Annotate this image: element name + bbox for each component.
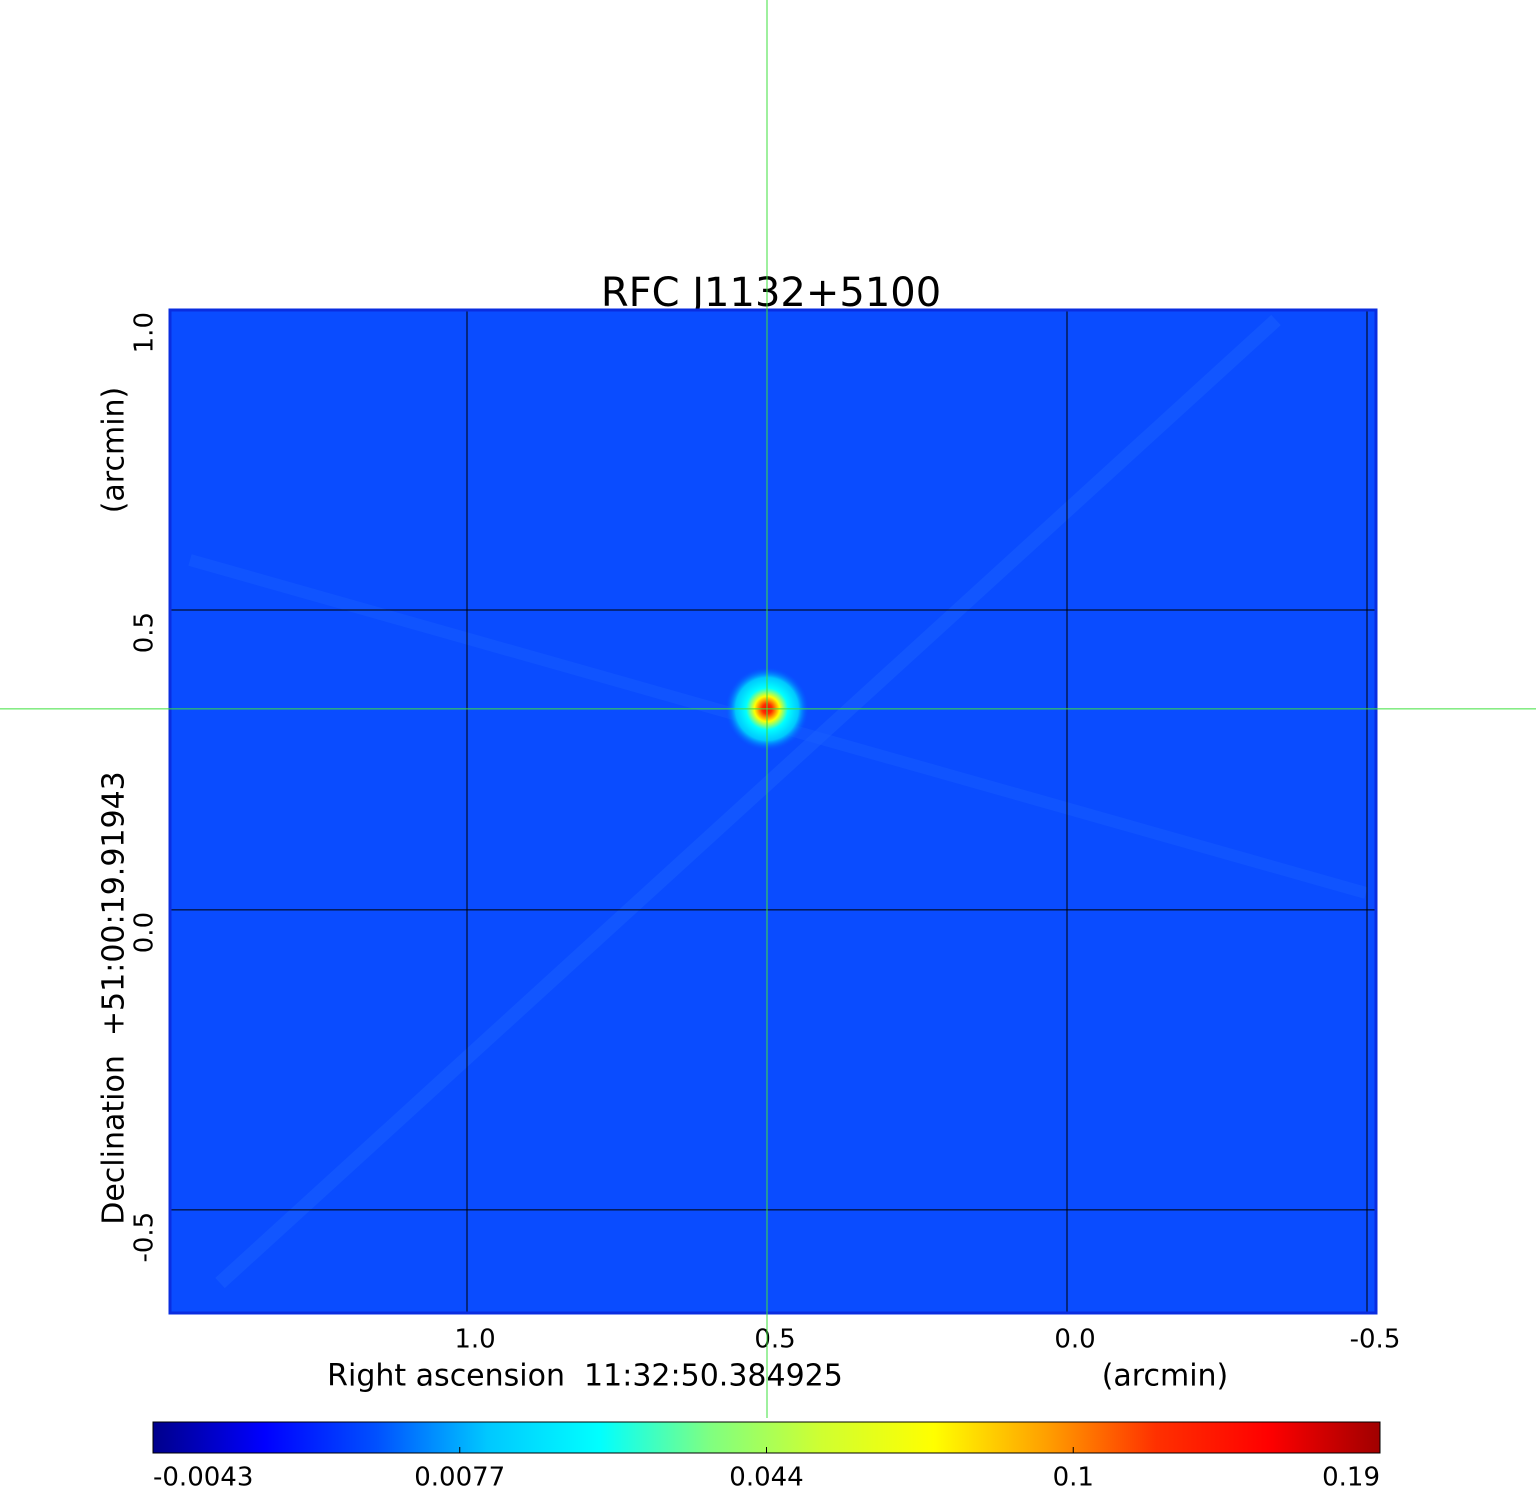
x-tick-label: -0.5	[1350, 1325, 1401, 1355]
y-tick-label: 0.0	[130, 912, 160, 953]
plot-frame	[168, 308, 1378, 1315]
x-tick-label: 1.0	[454, 1325, 495, 1355]
colorbar-tick-label: 0.19	[1322, 1463, 1380, 1493]
x-tick-label: 0.0	[1054, 1325, 1095, 1355]
y-tick-label: -0.5	[130, 1212, 160, 1263]
y-axis-label: Declination +51:00:19.91943	[97, 771, 132, 1225]
x-axis-unit: (arcmin)	[1102, 1359, 1229, 1394]
streak	[215, 314, 1281, 1289]
colorbar-tick-label: 0.1	[1053, 1463, 1094, 1493]
x-tick-label: 0.5	[754, 1325, 795, 1355]
colorbar-tick-label: 0.044	[729, 1463, 803, 1493]
colorbar-tick-label: -0.0043	[153, 1463, 253, 1493]
chart-title: RFC J1132+5100	[601, 270, 941, 316]
colorbar-tick-label: 0.0077	[414, 1463, 505, 1493]
x-axis-label: Right ascension 11:32:50.384925	[327, 1359, 843, 1394]
y-tick-label: 0.5	[130, 612, 160, 653]
y-axis-unit: (arcmin)	[97, 387, 132, 514]
y-tick-label: 1.0	[130, 312, 160, 353]
